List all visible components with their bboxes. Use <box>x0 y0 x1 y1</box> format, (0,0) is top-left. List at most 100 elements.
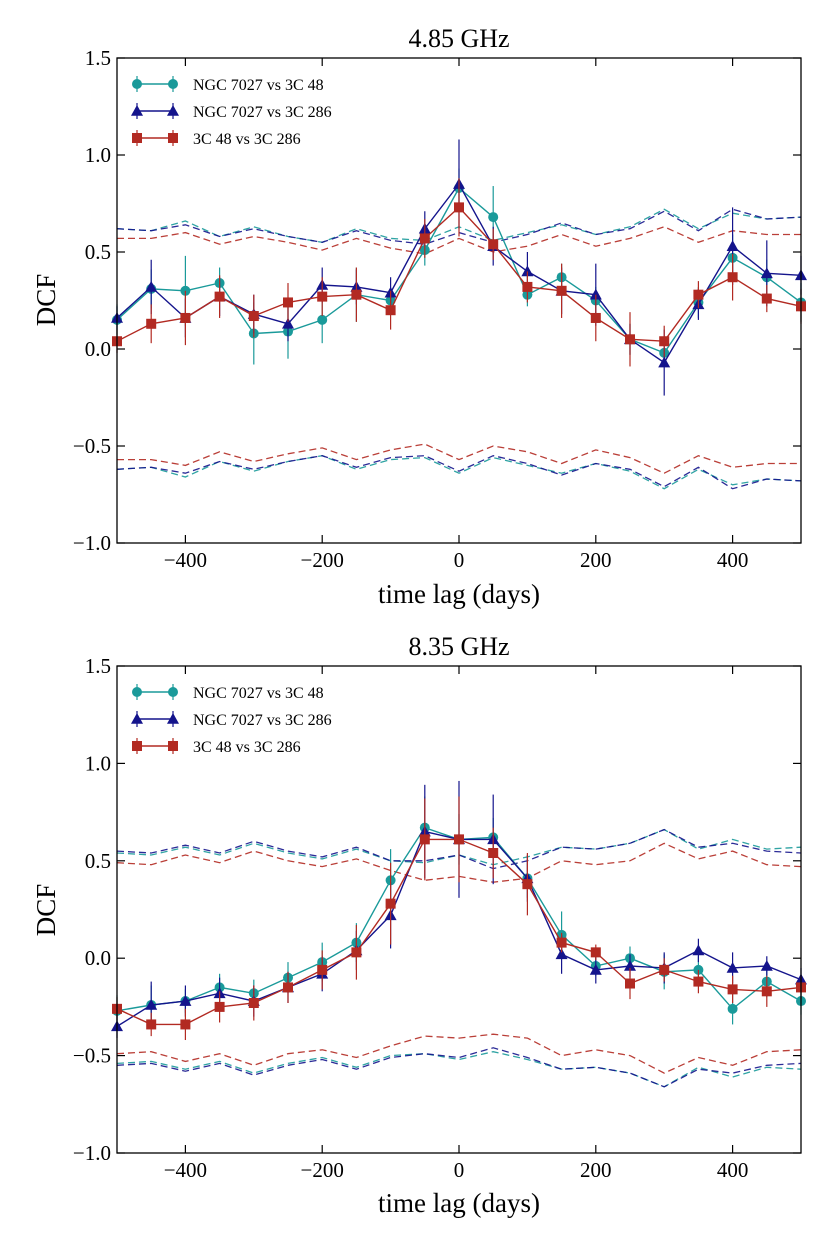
series-2-point <box>248 998 259 1009</box>
series-2-point <box>454 834 464 845</box>
lower-significance-line-series-0 <box>116 1051 802 1088</box>
series-0-point <box>727 1003 738 1014</box>
series-1-point <box>692 944 705 956</box>
series-1-point <box>145 998 158 1010</box>
series-2-point <box>625 978 635 989</box>
series-1-point <box>658 356 671 368</box>
legend-marker-1 <box>167 105 179 116</box>
legend-marker-2 <box>132 133 142 143</box>
legend-marker-0 <box>132 79 142 89</box>
legend-label-1: NGC 7027 vs 3C 286 <box>193 104 332 121</box>
series-2-point <box>180 1019 191 1030</box>
legend-marker-0 <box>168 687 178 697</box>
series-2-point <box>590 947 601 958</box>
series-2-point <box>488 239 499 250</box>
lower-significance-line-series-2 <box>116 1033 802 1074</box>
y-tick-label: 0.0 <box>85 946 111 970</box>
series-2-point <box>522 281 533 292</box>
series-2-point <box>659 336 670 347</box>
series-2 <box>112 178 806 367</box>
x-tick-label: 400 <box>717 1158 749 1182</box>
series-1-point <box>589 288 602 300</box>
series-1-point <box>282 317 294 329</box>
series-2-point <box>419 233 430 244</box>
series-1-point <box>521 265 534 277</box>
series-1-point <box>760 267 773 279</box>
lower-significance-line-series-0 <box>116 455 802 490</box>
y-tick-label: 1.0 <box>85 143 111 167</box>
series-2-point <box>283 982 293 993</box>
legend-marker-2 <box>168 741 178 751</box>
series-2-point <box>180 312 191 323</box>
panel-top-xlabel: time lag (days) <box>378 579 540 609</box>
legend-label-0: NGC 7027 vs 3C 48 <box>193 77 324 94</box>
series-2-point <box>556 285 567 296</box>
series-0-point <box>317 314 328 325</box>
y-tick-label: −1.0 <box>73 1141 111 1165</box>
series-2-point <box>317 964 328 975</box>
x-tick-label: −200 <box>301 1158 344 1182</box>
series-1-point <box>760 959 773 971</box>
panel-top-significance-lines <box>116 208 802 490</box>
x-tick-label: 0 <box>454 1158 465 1182</box>
panel-top-title: 4.85 GHz <box>408 24 509 53</box>
series-2-point <box>419 834 430 845</box>
y-tick-label: −0.5 <box>73 1044 111 1068</box>
panel-top: 4.85 GHz −400 −200 0 200 400 −1.0 −0.5 0.0 0.5 1.… <box>31 24 807 609</box>
y-tick-label: −1.0 <box>73 531 111 555</box>
legend-marker-1 <box>167 713 179 724</box>
series-2 <box>112 796 806 1041</box>
series-1-point <box>726 240 739 251</box>
x-tick-label: −200 <box>301 548 344 572</box>
lower-significance-line-series-1 <box>116 455 802 490</box>
panel-bottom-ticks: −400 −200 0 200 400 −1.0 −0.5 0.0 0.5 1.0 1.5 <box>73 654 801 1182</box>
series-1-point <box>555 948 568 960</box>
panel-bottom-legend: NGC 7027 vs 3C 48 NGC 7027 vs 3C 286 3C 48… <box>131 684 332 756</box>
series-2-point <box>727 984 738 995</box>
series-2-point <box>214 1001 225 1012</box>
legend-label-2: 3C 48 vs 3C 286 <box>193 131 301 148</box>
series-2-point <box>693 976 704 987</box>
series-2-point <box>556 937 567 948</box>
panel-top-legend: NGC 7027 vs 3C 48 NGC 7027 vs 3C 286 3C 48… <box>131 76 332 148</box>
panel-top-series <box>111 139 807 396</box>
x-tick-label: 0 <box>454 548 465 572</box>
series-2-point <box>248 311 259 322</box>
panel-bottom-title: 8.35 GHz <box>408 632 509 661</box>
upper-significance-line-series-2 <box>117 226 801 255</box>
series-2-point <box>146 1019 157 1030</box>
series-1-point <box>726 961 739 973</box>
panel-bottom-series <box>111 780 807 1041</box>
y-tick-label: 0.5 <box>85 240 111 264</box>
x-tick-label: 200 <box>580 548 612 572</box>
series-2-point <box>214 291 225 302</box>
series-2-point <box>283 297 293 308</box>
panel-bottom-frame <box>116 665 802 1154</box>
series-2-point <box>454 202 464 213</box>
legend-label-1: NGC 7027 vs 3C 286 <box>193 712 332 729</box>
series-2-point <box>351 947 362 958</box>
series-2-point <box>659 964 670 975</box>
lower-significance-line-series-2 <box>117 443 801 474</box>
series-2-point <box>317 291 328 302</box>
legend-label-2: 3C 48 vs 3C 286 <box>193 739 301 756</box>
y-tick-label: −0.5 <box>73 434 111 458</box>
series-2-point <box>761 986 772 997</box>
series-2-point <box>385 305 396 316</box>
x-tick-label: 400 <box>717 548 749 572</box>
series-1-point <box>145 280 158 292</box>
legend-marker-0 <box>168 79 178 89</box>
series-2-point <box>761 293 772 304</box>
panel-bottom: 8.35 GHz −400 −200 0 200 400 −1.0 −0.5 0.0 0.5 1.… <box>31 632 807 1218</box>
series-1-point <box>624 959 636 971</box>
series-1-point <box>179 995 192 1006</box>
series-0-point <box>488 212 499 223</box>
legend-marker-2 <box>132 741 142 751</box>
legend-marker-1 <box>131 105 143 116</box>
panel-bottom-xlabel: time lag (days) <box>378 1188 540 1218</box>
y-tick-label: 1.0 <box>85 751 111 775</box>
panel-top-ticks: −400 −200 0 200 400 −1.0 −0.5 0.0 0.5 1.0 1.5 <box>73 46 801 572</box>
upper-significance-line-series-0 <box>116 828 802 866</box>
series-1 <box>111 139 807 396</box>
